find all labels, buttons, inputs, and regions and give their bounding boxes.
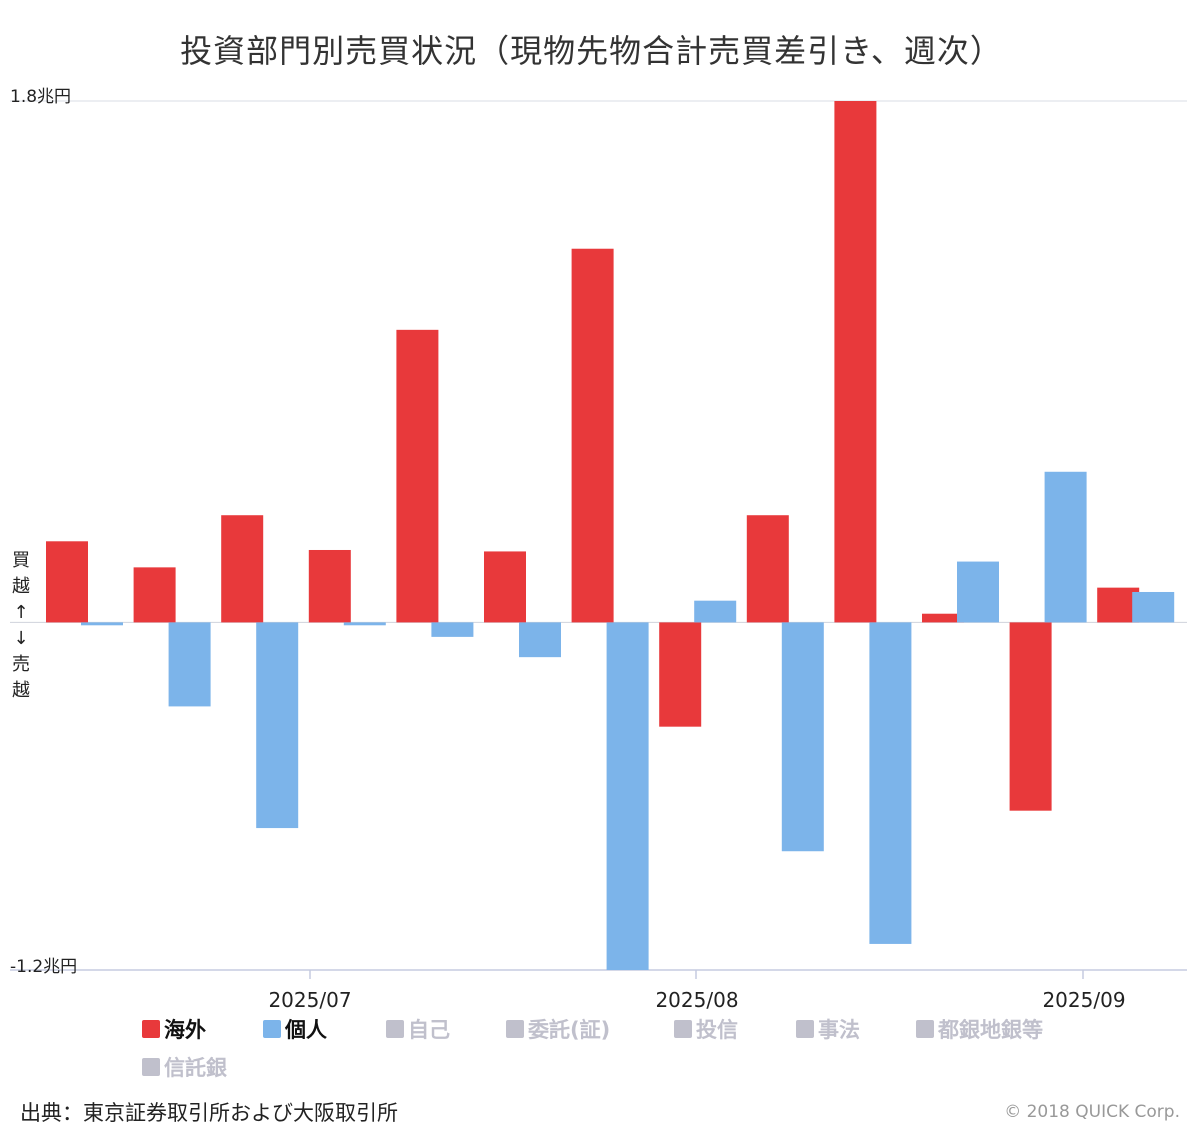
bar-kaigai [1009, 622, 1052, 811]
legend-label: 都銀地銀等 [938, 1018, 1043, 1042]
bar-kaigai [484, 551, 526, 623]
bar-kojin [431, 622, 474, 637]
legend-label: 海外 [164, 1018, 206, 1042]
legend-swatch [142, 1058, 160, 1076]
legend-swatch [142, 1020, 160, 1038]
legend-swatch [916, 1020, 934, 1038]
legend-item-kaigai[interactable]: 海外 [142, 1014, 206, 1044]
bar-kaigai [46, 541, 88, 623]
side-label-char: 買 [12, 550, 30, 571]
x-tick-label: 2025/09 [1042, 988, 1126, 1012]
legend-swatch [263, 1020, 281, 1038]
legend-label: 委託(証) [528, 1018, 611, 1042]
legend-label: 事法 [818, 1018, 860, 1042]
legend-swatch [386, 1020, 404, 1038]
bar-kaigai [308, 549, 351, 623]
bar-kaigai [746, 515, 789, 623]
chart-title: 投資部門別売買状況（現物先物合計売買差引き、週次） [180, 32, 1003, 70]
side-label-char: ↓ [13, 628, 29, 649]
copyright-note: © 2018 QUICK Corp. [1004, 1102, 1180, 1122]
buy-sell-side-label: 買 越 ↑ ↓ 売 越 [10, 548, 32, 704]
bar-kojin [1132, 591, 1175, 623]
side-label-char: ↑ [13, 602, 29, 623]
y-axis-max-label: 1.8兆円 [10, 87, 72, 107]
legend-label: 信託銀 [164, 1056, 227, 1080]
legend-item-toshin[interactable]: 投信 [674, 1014, 738, 1044]
bar-kaigai [571, 248, 614, 623]
bar-kojin [343, 622, 386, 626]
bar-kojin [1044, 471, 1087, 623]
legend-swatch [674, 1020, 692, 1038]
legend-swatch [506, 1020, 524, 1038]
bar-kojin [519, 622, 561, 658]
source-note: 出典：東京証券取引所および大阪取引所 [20, 1101, 398, 1125]
bar-kojin [256, 622, 299, 829]
legend-swatch [796, 1020, 814, 1038]
y-axis-min-label: -1.2兆円 [10, 957, 78, 977]
bar-kaigai [922, 613, 964, 623]
legend-item-jihou[interactable]: 事法 [796, 1014, 860, 1044]
x-tick-label: 2025/07 [268, 988, 352, 1012]
side-label-char: 売 [12, 654, 30, 675]
bar-kojin [606, 622, 649, 970]
bar-kojin [81, 622, 123, 626]
bar-kaigai [221, 515, 264, 623]
legend-label: 個人 [285, 1018, 327, 1042]
bar-kojin [869, 622, 912, 944]
bar-kojin [781, 622, 824, 852]
bar-kaigai [659, 622, 702, 727]
side-label-char: 越 [12, 680, 30, 701]
x-tick-label: 2025/08 [655, 988, 739, 1012]
bar-kojin [168, 622, 211, 707]
bar-kojin [694, 600, 737, 623]
legend-item-itaku[interactable]: 委託(証) [506, 1014, 610, 1044]
bar-kaigai [133, 567, 176, 623]
side-label-char: 越 [12, 576, 30, 597]
legend-item-jiko[interactable]: 自己 [386, 1014, 450, 1044]
legend-label: 投信 [696, 1018, 738, 1042]
bar-kaigai [396, 329, 439, 623]
legend-item-kojin[interactable]: 個人 [263, 1014, 327, 1044]
bar-kaigai [834, 101, 877, 623]
legend-label: 自己 [408, 1018, 450, 1042]
bar-kojin [957, 561, 999, 623]
legend-item-shintakugin[interactable]: 信託銀 [142, 1052, 227, 1082]
legend-item-toginchigin[interactable]: 都銀地銀等 [916, 1014, 1043, 1044]
